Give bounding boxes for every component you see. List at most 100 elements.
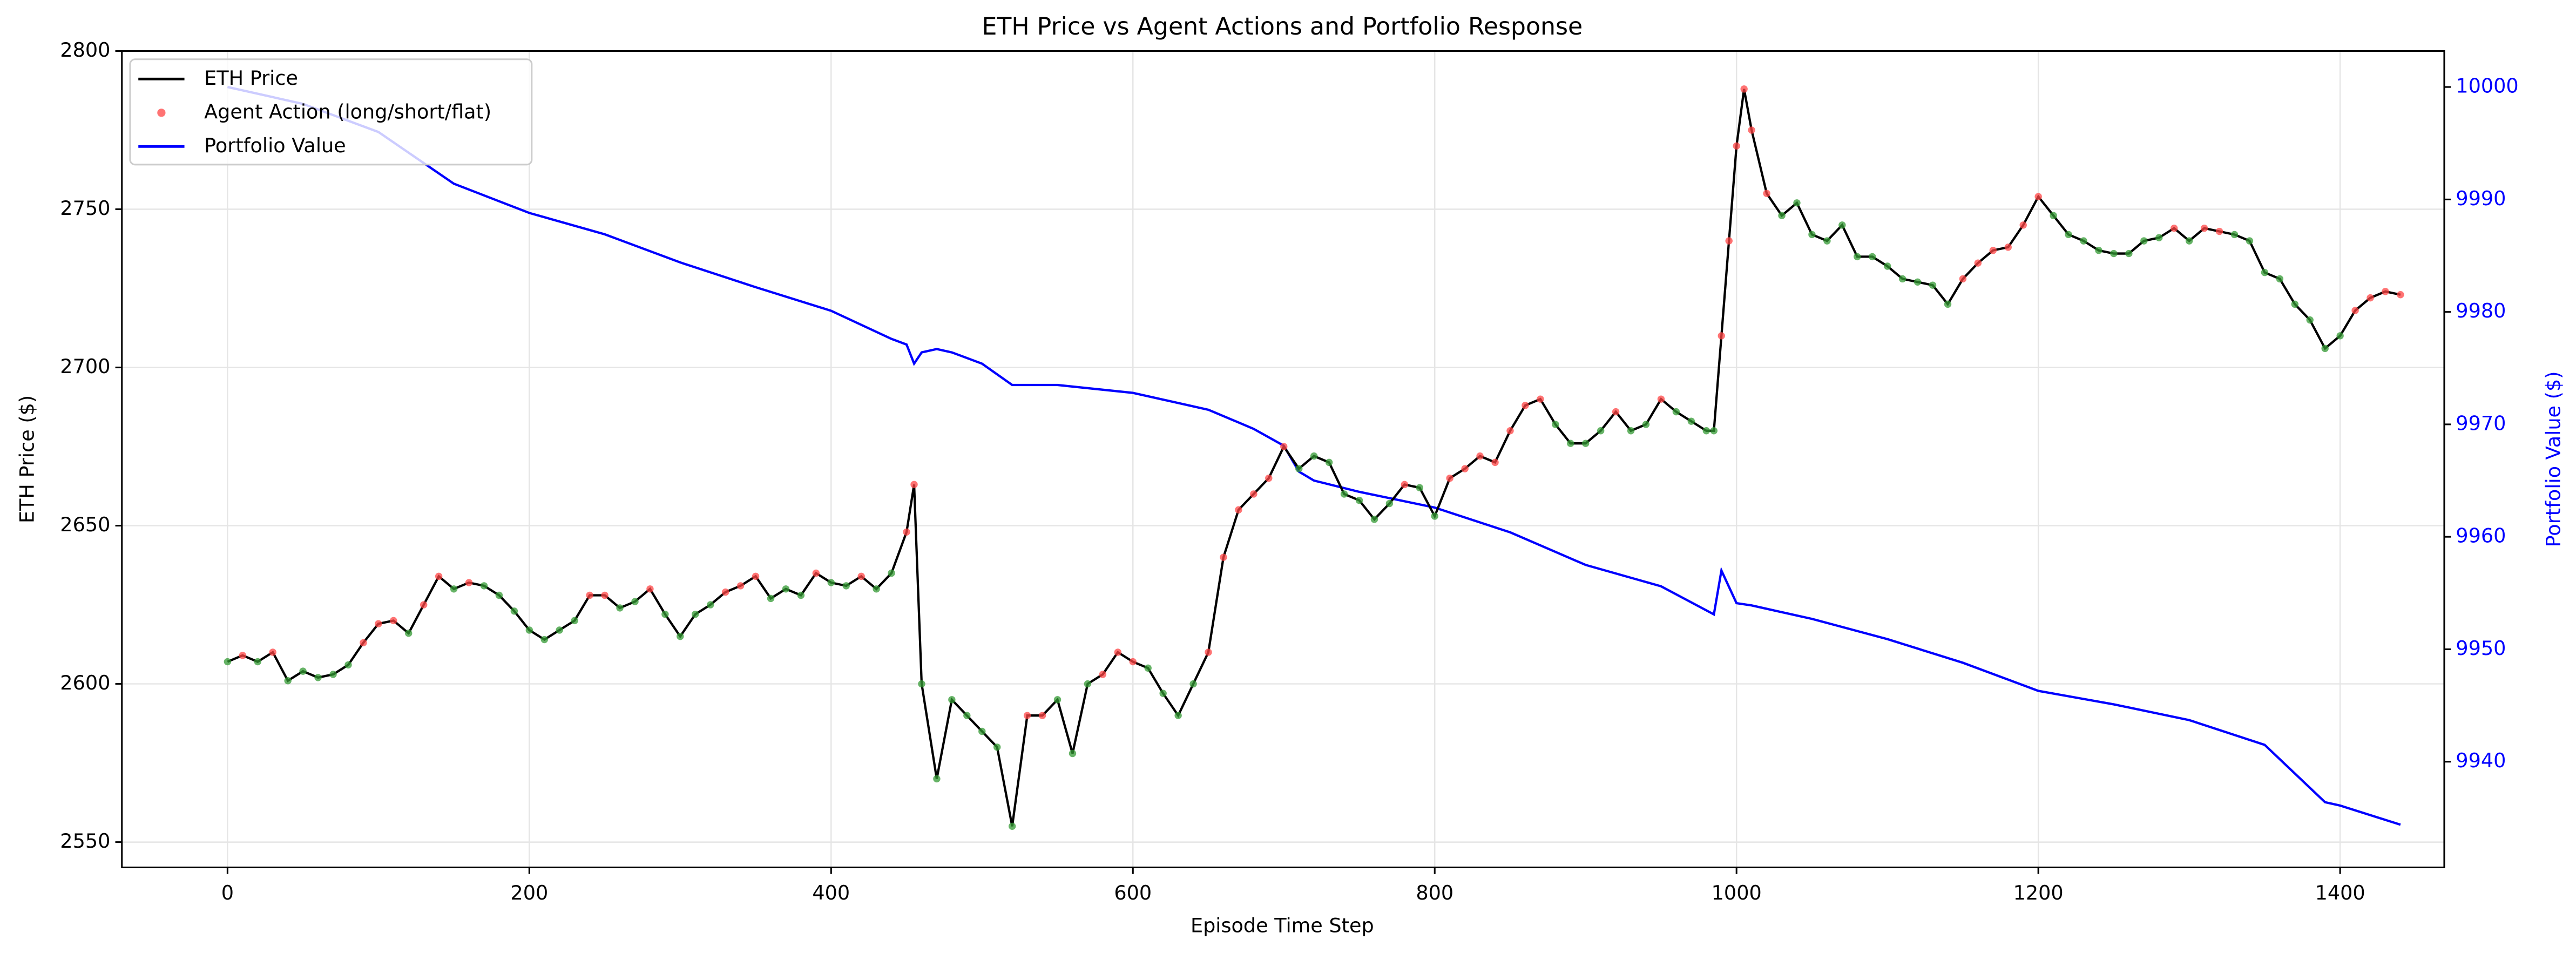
- action-point: [2034, 193, 2042, 200]
- legend-label: Agent Action (long/short/flat): [204, 100, 491, 123]
- action-point: [2367, 294, 2374, 302]
- action-point: [2125, 249, 2133, 258]
- action-point: [2397, 291, 2404, 299]
- action-point: [1522, 402, 1529, 409]
- action-point: [857, 572, 865, 580]
- action-point: [1793, 199, 1801, 207]
- action-point: [1687, 417, 1695, 425]
- action-point: [2215, 227, 2223, 235]
- action-point: [646, 585, 654, 593]
- action-point: [1340, 490, 1348, 498]
- legend-label: Portfolio Value: [204, 134, 346, 157]
- action-point: [1084, 680, 1092, 688]
- action-point: [1205, 648, 1212, 656]
- action-point: [375, 620, 382, 627]
- action-point: [2050, 212, 2057, 219]
- action-point: [1657, 395, 1665, 403]
- action-point: [1220, 553, 1227, 561]
- action-point: [1099, 671, 1107, 678]
- action-point: [1310, 452, 1318, 460]
- action-point: [1355, 496, 1363, 504]
- action-point: [2230, 231, 2239, 239]
- action-point: [314, 674, 322, 681]
- x-tick-label: 1000: [1712, 881, 1762, 904]
- y2-tick-label: 10000: [2456, 75, 2518, 98]
- plot-frame: [121, 50, 2445, 869]
- action-point: [767, 594, 775, 603]
- action-point: [1944, 300, 1952, 308]
- action-point: [2155, 234, 2163, 241]
- action-point: [2246, 237, 2254, 245]
- legend-label: ETH Price: [204, 66, 298, 90]
- action-point: [450, 585, 458, 593]
- action-point: [1808, 231, 1816, 239]
- action-point: [1597, 427, 1605, 435]
- action-point: [239, 652, 247, 659]
- action-point: [1672, 408, 1680, 416]
- action-point: [480, 582, 488, 590]
- action-point: [1401, 481, 1409, 489]
- action-point: [2140, 237, 2148, 245]
- action-point: [677, 632, 684, 640]
- action-point: [2185, 237, 2193, 245]
- action-point: [948, 696, 956, 704]
- action-point: [933, 775, 941, 783]
- action-point: [1385, 499, 1394, 508]
- action-point: [616, 604, 624, 612]
- action-point: [1446, 474, 1453, 482]
- action-point: [631, 598, 639, 605]
- action-point: [2306, 316, 2314, 324]
- action-point: [2095, 246, 2102, 254]
- action-point: [1974, 259, 1982, 267]
- action-point: [2336, 332, 2344, 340]
- action-point: [888, 569, 895, 577]
- action-point: [1612, 408, 1620, 416]
- y2-tick-label: 9950: [2456, 637, 2506, 660]
- action-point: [2019, 221, 2027, 229]
- action-point: [1883, 262, 1891, 270]
- action-point: [842, 582, 850, 590]
- action-point: [1710, 427, 1718, 435]
- action-point: [1718, 332, 1725, 340]
- action-point: [601, 591, 608, 599]
- action-point: [540, 636, 548, 644]
- action-point: [797, 591, 805, 599]
- action-point: [2170, 224, 2178, 232]
- action-point: [782, 585, 790, 593]
- action-point: [1038, 712, 1046, 719]
- action-point: [873, 585, 880, 593]
- action-point: [1506, 427, 1514, 435]
- action-point: [910, 481, 918, 489]
- action-point: [571, 617, 578, 625]
- action-point: [2004, 244, 2012, 251]
- action-point: [1733, 142, 1740, 150]
- action-point: [1838, 221, 1846, 229]
- action-point: [1959, 275, 1967, 283]
- action-point: [1295, 465, 1303, 472]
- action-point: [586, 591, 593, 599]
- action-point: [1898, 275, 1906, 283]
- action-point: [510, 607, 518, 615]
- action-point: [360, 639, 367, 647]
- x-tick-label: 1400: [2315, 881, 2365, 904]
- action-point: [1929, 281, 1937, 289]
- action-point: [2351, 307, 2359, 314]
- y2-tick-label: 9980: [2456, 299, 2506, 322]
- action-point: [1370, 516, 1378, 523]
- action-point: [1069, 749, 1077, 758]
- action-point: [465, 579, 473, 586]
- action-point: [1144, 664, 1152, 672]
- action-point: [993, 744, 1001, 751]
- y2-tick-label: 9940: [2456, 749, 2506, 772]
- action-point: [1989, 246, 1997, 254]
- action-point: [1476, 452, 1484, 460]
- action-point: [1914, 278, 1922, 286]
- action-point: [1431, 512, 1438, 520]
- action-point: [435, 572, 443, 580]
- action-point: [269, 648, 276, 656]
- action-point: [812, 569, 820, 577]
- action-point: [525, 626, 533, 634]
- action-point: [1174, 712, 1182, 719]
